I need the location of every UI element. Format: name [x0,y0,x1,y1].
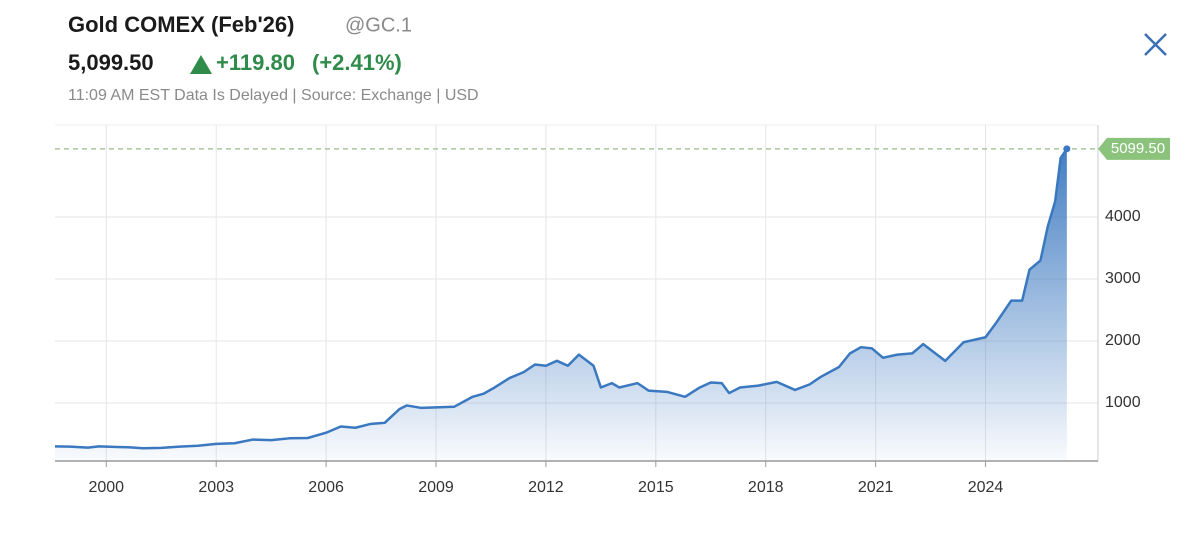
x-tick-label: 2009 [418,479,454,496]
last-value-badge [1098,137,1170,160]
close-button[interactable] [1144,33,1167,56]
symbol: @GC.1 [345,14,412,36]
change-percent: (+2.41%) [312,50,402,75]
last-value-label: 5099.50 [1111,140,1165,157]
x-tick-label: 2024 [968,479,1004,496]
x-tick-label: 2006 [308,479,344,496]
up-arrow [190,55,212,74]
close-x[interactable] [1144,33,1167,56]
line [54,148,1068,450]
x-tick-label: 2015 [638,479,674,496]
x-tick-label: 2012 [528,479,564,496]
y-tick-label: 2000 [1105,332,1141,349]
x-tick-label: 2018 [748,479,784,496]
y-tick-label: 4000 [1105,208,1141,225]
x-tick-label: 2000 [88,479,124,496]
x-tick-label: 2021 [858,479,894,496]
area [55,148,1067,461]
note: 11:09 AM EST Data Is Delayed | Source: E… [68,87,479,104]
last-point [1063,145,1071,153]
price: 5,099.50 [68,50,154,75]
title: Gold COMEX (Feb'26) [68,12,294,37]
y-tick-label: 3000 [1105,270,1141,287]
x-tick-label: 2003 [198,479,234,496]
change: +119.80 [216,50,295,75]
y-tick-label: 1000 [1105,394,1141,411]
